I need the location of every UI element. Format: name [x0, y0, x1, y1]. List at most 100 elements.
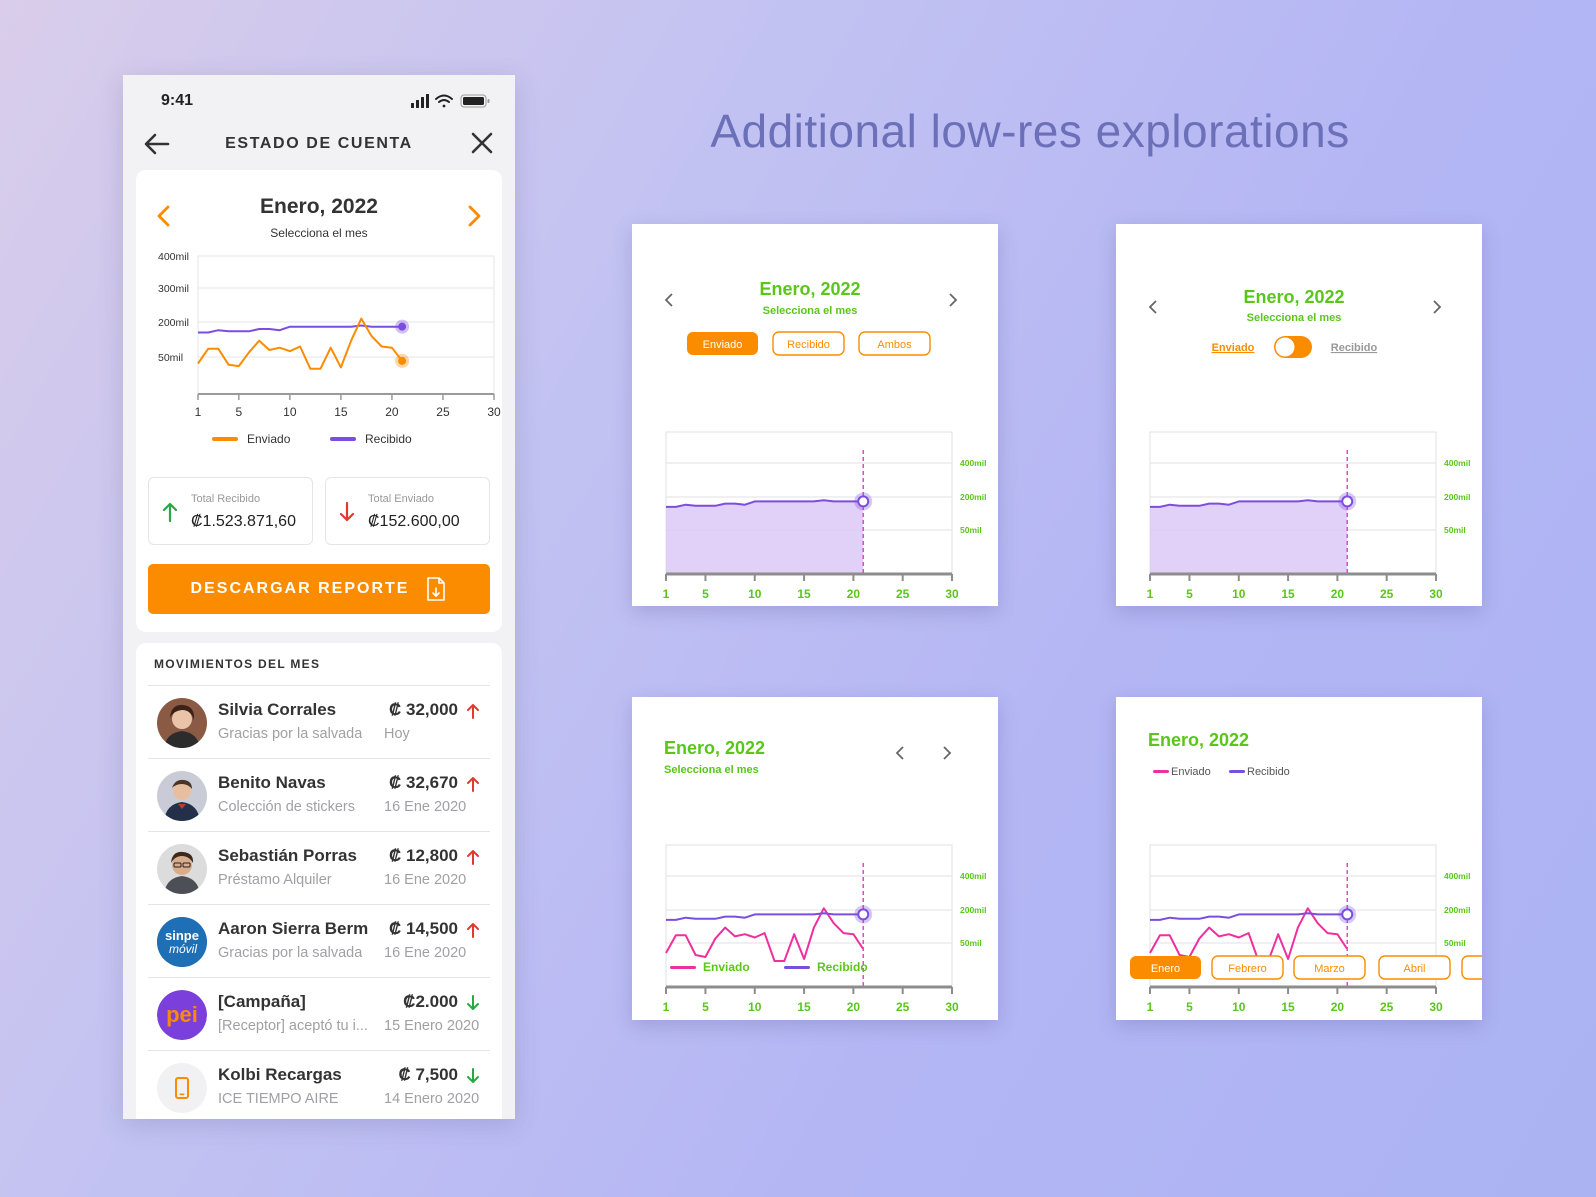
list-item[interactable]: Kolbi Recargas ICE TIEMPO AIRE ₡ 7,500 1… — [148, 1050, 490, 1119]
page-title: ESTADO DE CUENTA — [225, 135, 413, 152]
phone-recharge-logo — [157, 1063, 207, 1113]
chevron-left-icon[interactable] — [895, 746, 904, 760]
month-hint[interactable]: Selecciona el mes — [1247, 312, 1342, 324]
legend-sent-label: Enviado — [247, 432, 291, 446]
movement-name: Benito Navas — [218, 773, 326, 792]
list-item[interactable]: Silvia Corrales Gracias por la salvada ₡… — [148, 685, 490, 758]
chevron-left-icon[interactable] — [664, 293, 673, 307]
avatar — [157, 698, 207, 748]
movement-description: Gracias por la salvada — [218, 945, 363, 961]
total-sent-box: Total Enviado ₡152.600,00 — [325, 477, 490, 545]
series-line-enviado — [665, 907, 865, 962]
x-tick-label: 25 — [436, 405, 450, 419]
toggle-left-label[interactable]: Enviado — [1212, 342, 1255, 354]
month-chip-abril[interactable]: Abril — [1378, 955, 1451, 980]
chip-recibido[interactable]: Recibido — [772, 331, 845, 356]
svg-text:sinpe: sinpe — [165, 928, 199, 943]
month-chip-enero[interactable]: Enero — [1130, 956, 1201, 979]
svg-text:pei: pei — [166, 1002, 198, 1027]
page-heading: Additional low-res explorations — [710, 105, 1350, 157]
month-title: Enero, 2022 — [664, 738, 765, 758]
list-item[interactable]: sinpe móvil Aaron Sierra Berm Gracias po… — [148, 904, 490, 977]
y-tick-label: 400mil — [1444, 458, 1470, 468]
series-line-recibido — [1150, 912, 1348, 921]
movement-name: [Campaña] — [218, 992, 306, 1011]
legend-received: Recibido — [1229, 766, 1290, 778]
x-tick-label: 20 — [847, 1000, 861, 1014]
arrow-down-icon — [467, 995, 479, 1010]
movement-date: 16 Ene 2020 — [384, 799, 467, 815]
chevron-right-icon[interactable] — [464, 204, 484, 228]
month-chip-label: Febrero — [1228, 963, 1267, 975]
month-chip-label: Abril — [1403, 963, 1425, 975]
list-item[interactable]: Benito Navas Colección de stickers ₡ 32,… — [148, 758, 490, 831]
x-tick-label: 25 — [1380, 587, 1394, 601]
list-item[interactable]: pei [Campaña] [Receptor] aceptó tu i... … — [148, 977, 490, 1050]
chevron-left-icon[interactable] — [154, 204, 174, 228]
series-line-recibido — [198, 324, 403, 334]
list-item[interactable]: Sebastián Porras Préstamo Alquiler ₡ 12,… — [148, 831, 490, 904]
y-tick-label: 50mil — [158, 352, 183, 364]
x-tick-label: 10 — [748, 1000, 762, 1014]
chevron-right-icon[interactable] — [949, 293, 958, 307]
legend-received-label: Recibido — [817, 960, 868, 974]
download-report-button[interactable]: DESCARGAR REPORTE — [148, 564, 490, 614]
month-hint[interactable]: Selecciona el mes — [270, 226, 368, 240]
wifi-icon — [435, 94, 453, 108]
exploration-card-legend-bottom: Enero, 2022 Selecciona el mes 400mil 200m… — [632, 697, 998, 1020]
x-tick-label: 15 — [797, 587, 811, 601]
month-hint[interactable]: Selecciona el mes — [664, 764, 759, 776]
chart-frame — [197, 255, 495, 395]
x-tick-label: 5 — [702, 1000, 709, 1014]
exploration-card-toggle: Enero, 2022 Selecciona el mes Enviado Re… — [1116, 224, 1482, 606]
month-chip-next[interactable] — [1461, 955, 1482, 980]
toggle-switch[interactable] — [1274, 336, 1312, 358]
y-tick-label: 50mil — [960, 525, 982, 535]
x-tick-label: 15 — [797, 1000, 811, 1014]
back-arrow-icon[interactable] — [143, 130, 171, 158]
chevron-right-icon[interactable] — [943, 746, 952, 760]
pei-logo-icon: pei — [157, 990, 207, 1040]
y-tick-label: 50mil — [960, 938, 982, 948]
month-hint[interactable]: Selecciona el mes — [763, 305, 858, 317]
x-tick-label: 10 — [1232, 587, 1246, 601]
end-point — [857, 908, 870, 921]
avatar — [157, 844, 207, 894]
chip-label: Ambos — [877, 339, 912, 351]
status-bar: 9:41 — [123, 75, 515, 125]
y-tick-label: 200mil — [1444, 492, 1470, 502]
arrow-up-icon — [467, 704, 479, 719]
exploration-4-svg: Enero, 2022 Enviado Recibido 400mil 200mi… — [1130, 730, 1482, 1014]
total-sent-value: ₡152.600,00 — [368, 513, 460, 530]
month-chip-febrero[interactable]: Febrero — [1211, 955, 1284, 980]
y-tick-label: 400mil — [158, 251, 189, 263]
chevron-left-icon[interactable] — [1148, 300, 1157, 314]
legend-sent: Enviado — [1153, 766, 1211, 778]
mobile-phone-icon — [157, 1063, 207, 1113]
chip-enviado[interactable]: Enviado — [687, 332, 758, 355]
movements-list: Silvia Corrales Gracias por la salvada ₡… — [148, 685, 490, 1119]
movement-date: 16 Ene 2020 — [384, 872, 467, 888]
x-tick-label: 5 — [702, 587, 709, 601]
x-tick-label: 10 — [1232, 1000, 1246, 1014]
x-tick-label: 20 — [385, 405, 399, 419]
toggle-right-label[interactable]: Recibido — [1331, 342, 1378, 354]
legend-received: Recibido — [784, 960, 868, 974]
end-point — [1341, 495, 1354, 508]
chip-ambos[interactable]: Ambos — [858, 331, 931, 356]
arrow-up-icon — [467, 923, 479, 938]
x-tick-label: 5 — [235, 405, 242, 419]
chevron-right-icon[interactable] — [1433, 300, 1442, 314]
x-tick-label: 5 — [1186, 1000, 1193, 1014]
status-time: 9:41 — [161, 92, 194, 109]
signal-icon — [411, 94, 429, 108]
end-point — [398, 356, 407, 365]
close-icon[interactable] — [469, 130, 495, 156]
total-received-box: Total Recibido ₡1.523.871,60 — [148, 477, 313, 545]
legend-sent-swatch — [212, 437, 238, 441]
svg-text:móvil: móvil — [169, 942, 197, 956]
month-chip-marzo[interactable]: Marzo — [1293, 955, 1366, 980]
x-tick-label: 30 — [1429, 1000, 1443, 1014]
end-point — [857, 495, 870, 508]
